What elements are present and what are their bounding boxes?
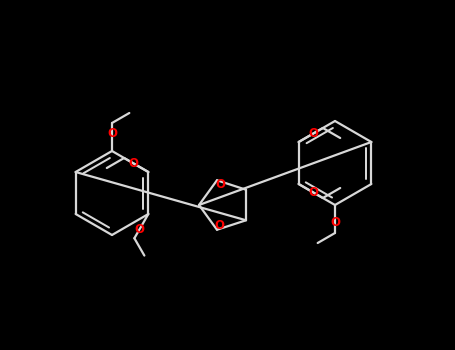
Text: O: O <box>214 219 224 232</box>
Text: O: O <box>308 127 318 140</box>
Text: O: O <box>330 216 340 229</box>
Text: O: O <box>128 157 138 170</box>
Text: O: O <box>107 127 117 140</box>
Text: O: O <box>135 223 145 236</box>
Text: O: O <box>215 178 225 191</box>
Text: O: O <box>308 186 318 199</box>
